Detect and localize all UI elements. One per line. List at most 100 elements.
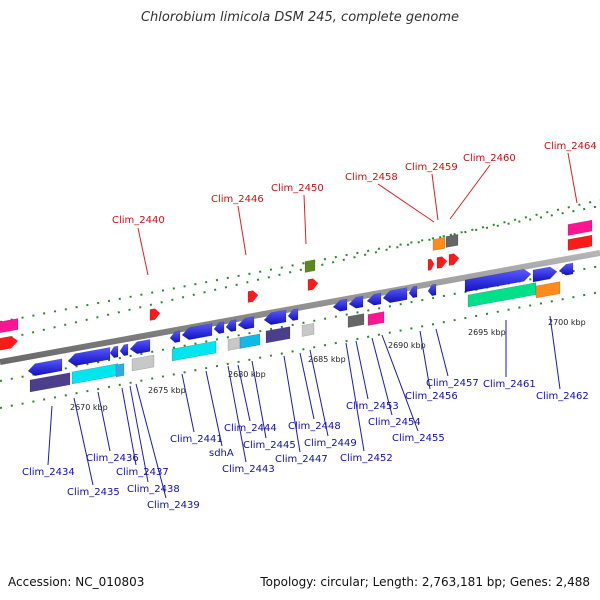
gene-label-clim-2459: Clim_2459 <box>405 162 458 173</box>
gene-label-clim-2438: Clim_2438 <box>127 484 180 495</box>
gene-arrow[interactable] <box>464 268 532 293</box>
gene-arrow[interactable] <box>448 253 460 266</box>
gene-box[interactable] <box>535 281 561 299</box>
gene-label-clim-2450: Clim_2450 <box>271 183 324 194</box>
gene-arrow[interactable] <box>149 308 161 321</box>
gene-label-clim-2443: Clim_2443 <box>222 464 275 475</box>
gene-box[interactable] <box>445 234 459 248</box>
leader-line <box>303 194 307 245</box>
gene-box[interactable] <box>567 219 593 236</box>
kbp-ticks: 2670 kbp 2675 kbp 2680 kbp 2685 kbp 2690… <box>70 318 586 412</box>
gene-label-sdha: sdhA <box>209 448 234 459</box>
gene-box[interactable] <box>301 323 315 337</box>
reverse-strand-genes[interactable] <box>27 262 574 393</box>
gene-arrow[interactable] <box>287 308 299 321</box>
gene-box[interactable] <box>265 326 291 344</box>
gene-label-clim-2456: Clim_2456 <box>405 391 458 402</box>
gene-arrow[interactable] <box>109 345 119 359</box>
bottom-gene-labels: Clim_2434 Clim_2435 Clim_2436 Clim_2437 … <box>22 378 589 511</box>
leader-line <box>181 373 195 433</box>
leader-line <box>237 205 247 256</box>
top-gene-labels: Clim_2440 Clim_2446 Clim_2450 Clim_2458 … <box>112 141 597 226</box>
gene-arrow[interactable] <box>427 258 435 271</box>
leader-line <box>299 352 315 420</box>
gene-label-clim-2460: Clim_2460 <box>463 153 516 164</box>
gene-box[interactable] <box>304 259 316 273</box>
leader-line <box>435 328 449 377</box>
gene-arrow[interactable] <box>427 283 437 297</box>
gene-label-clim-2455: Clim_2455 <box>392 433 445 444</box>
gene-arrow[interactable] <box>119 343 129 357</box>
tick-label: 2670 kbp <box>70 403 108 412</box>
leader-line <box>377 183 435 223</box>
gene-arrow[interactable] <box>237 316 255 330</box>
tick-label: 2695 kbp <box>468 328 506 337</box>
leader-line <box>137 227 149 276</box>
gene-arrow[interactable] <box>225 319 237 332</box>
gene-box[interactable] <box>567 234 593 251</box>
gene-arrow[interactable] <box>332 298 348 312</box>
gene-box[interactable] <box>115 363 125 378</box>
gene-arrow[interactable] <box>366 292 382 306</box>
gene-arrow[interactable] <box>181 323 213 340</box>
leader-line <box>309 349 329 437</box>
gene-label-clim-2448: Clim_2448 <box>288 421 341 432</box>
accession-text: Accession: NC_010803 <box>8 575 145 589</box>
gene-box[interactable] <box>131 354 155 372</box>
gene-arrow[interactable] <box>558 262 574 276</box>
gene-arrow[interactable] <box>382 287 408 303</box>
gene-arrow[interactable] <box>408 285 418 299</box>
gene-label-clim-2436: Clim_2436 <box>86 453 139 464</box>
leader-line <box>283 355 301 453</box>
leader-line <box>419 330 431 390</box>
gene-arrow[interactable] <box>0 336 19 351</box>
gene-label-clim-2464: Clim_2464 <box>544 141 597 152</box>
gene-label-clim-2461: Clim_2461 <box>483 379 536 390</box>
gene-arrow[interactable] <box>436 256 448 269</box>
gene-box[interactable] <box>367 311 385 326</box>
gene-label-clim-2447: Clim_2447 <box>275 454 328 465</box>
gene-box[interactable] <box>347 313 365 328</box>
gene-box[interactable] <box>171 340 217 362</box>
genome-summary-text: Topology: circular; Length: 2,763,181 bp… <box>260 575 590 589</box>
gene-arrow[interactable] <box>247 290 259 303</box>
gene-box[interactable] <box>29 372 71 393</box>
gene-label-clim-2454: Clim_2454 <box>368 417 421 428</box>
leader-line <box>355 340 369 400</box>
leader-line <box>237 364 251 422</box>
gene-label-clim-2452: Clim_2452 <box>340 453 393 464</box>
gene-arrow[interactable] <box>213 321 225 334</box>
leader-line <box>345 342 365 452</box>
gene-arrow[interactable] <box>129 339 151 354</box>
tick-label: 2680 kbp <box>228 370 266 379</box>
gene-box[interactable] <box>239 333 261 349</box>
leader-line <box>205 370 223 447</box>
gene-label-clim-2441: Clim_2441 <box>170 434 223 445</box>
gene-arrow[interactable] <box>27 358 63 376</box>
leader-line <box>227 365 247 463</box>
gene-label-clim-2445: Clim_2445 <box>243 440 296 451</box>
leader-line <box>135 383 167 499</box>
gene-box[interactable] <box>71 363 119 385</box>
leader-line <box>251 360 267 439</box>
gene-box[interactable] <box>0 318 19 334</box>
gene-arrow[interactable] <box>169 330 181 343</box>
gene-box[interactable] <box>432 237 446 251</box>
leader-line <box>431 173 439 221</box>
gene-arrow[interactable] <box>67 347 111 366</box>
gene-arrow[interactable] <box>532 266 558 283</box>
gene-arrow[interactable] <box>263 309 287 325</box>
gene-box[interactable] <box>227 337 241 351</box>
gene-label-clim-2440: Clim_2440 <box>112 215 165 226</box>
gene-label-clim-2462: Clim_2462 <box>536 391 589 402</box>
gene-label-clim-2458: Clim_2458 <box>345 172 398 183</box>
leader-line <box>381 334 419 432</box>
forward-strand-genes[interactable] <box>0 219 593 351</box>
label-leader-lines <box>47 152 578 499</box>
leader-line <box>47 405 53 466</box>
gene-arrow[interactable] <box>307 278 319 291</box>
tick-label: 2675 kbp <box>148 386 186 395</box>
gene-arrow[interactable] <box>348 295 364 309</box>
track-top-outer <box>0 199 600 341</box>
